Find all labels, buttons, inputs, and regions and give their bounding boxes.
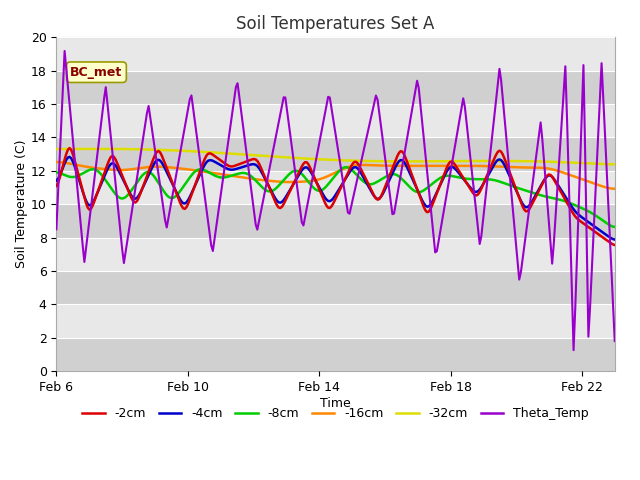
Y-axis label: Soil Temperature (C): Soil Temperature (C)	[15, 140, 28, 268]
Bar	[56, 204, 615, 238]
Bar	[56, 137, 615, 171]
Bar	[56, 338, 615, 371]
Legend: -2cm, -4cm, -8cm, -16cm, -32cm, Theta_Temp: -2cm, -4cm, -8cm, -16cm, -32cm, Theta_Te…	[77, 402, 594, 425]
X-axis label: Time: Time	[320, 396, 351, 409]
Bar	[56, 71, 615, 104]
Title: Soil Temperatures Set A: Soil Temperatures Set A	[236, 15, 435, 33]
Text: BC_met: BC_met	[70, 66, 123, 79]
Bar	[56, 271, 615, 304]
